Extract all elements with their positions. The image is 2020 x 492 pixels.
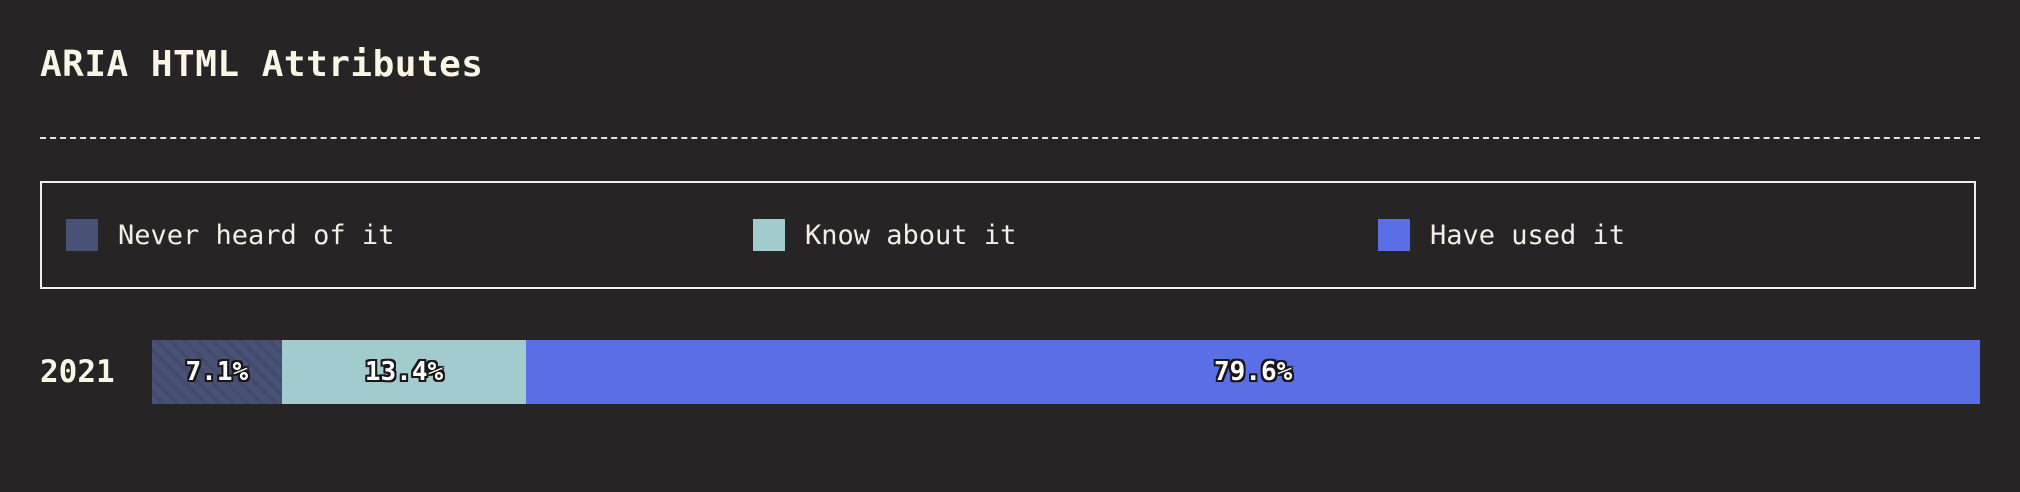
chart-legend: Never heard of it Know about it Have use…	[40, 181, 1976, 289]
data-label-know-about: 13.4%	[364, 357, 444, 387]
data-label-have-used: 79.6%	[1214, 357, 1293, 387]
bar-segment-know-about[interactable]: 13.4%	[281, 340, 527, 404]
legend-label-never-heard: Never heard of it	[118, 219, 395, 251]
chart-title: ARIA HTML Attributes	[40, 44, 484, 85]
legend-swatch-have-used	[1378, 219, 1410, 251]
legend-item-know-about[interactable]: Know about it	[753, 219, 1016, 251]
bar-segment-have-used[interactable]: 79.6%	[526, 340, 1980, 404]
legend-item-never-heard[interactable]: Never heard of it	[66, 219, 394, 251]
row-label-2021: 2021	[40, 354, 115, 390]
legend-swatch-never-heard	[66, 219, 98, 251]
data-label-never-heard: 7.1%	[185, 357, 249, 387]
title-divider	[40, 137, 1980, 139]
legend-item-have-used[interactable]: Have used it	[1378, 219, 1625, 251]
legend-label-have-used: Have used it	[1430, 219, 1626, 251]
legend-label-know-about: Know about it	[805, 219, 1017, 251]
legend-swatch-know-about	[753, 219, 785, 251]
bar-segment-never-heard[interactable]: 7.1%	[152, 340, 282, 404]
stacked-bar-2021: 7.1% 13.4% 79.6%	[152, 340, 1980, 404]
